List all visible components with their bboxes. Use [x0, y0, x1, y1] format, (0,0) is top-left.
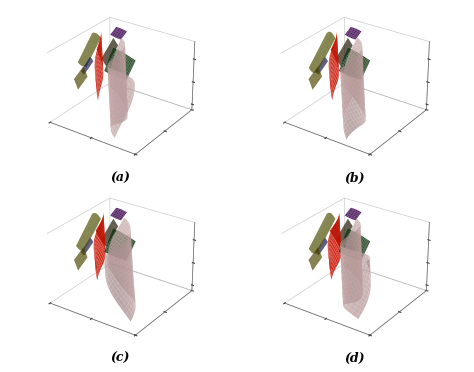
Text: (b): (b)	[344, 171, 365, 185]
Text: (a): (a)	[110, 171, 130, 185]
Text: (c): (c)	[110, 352, 129, 365]
Text: (d): (d)	[344, 352, 365, 365]
